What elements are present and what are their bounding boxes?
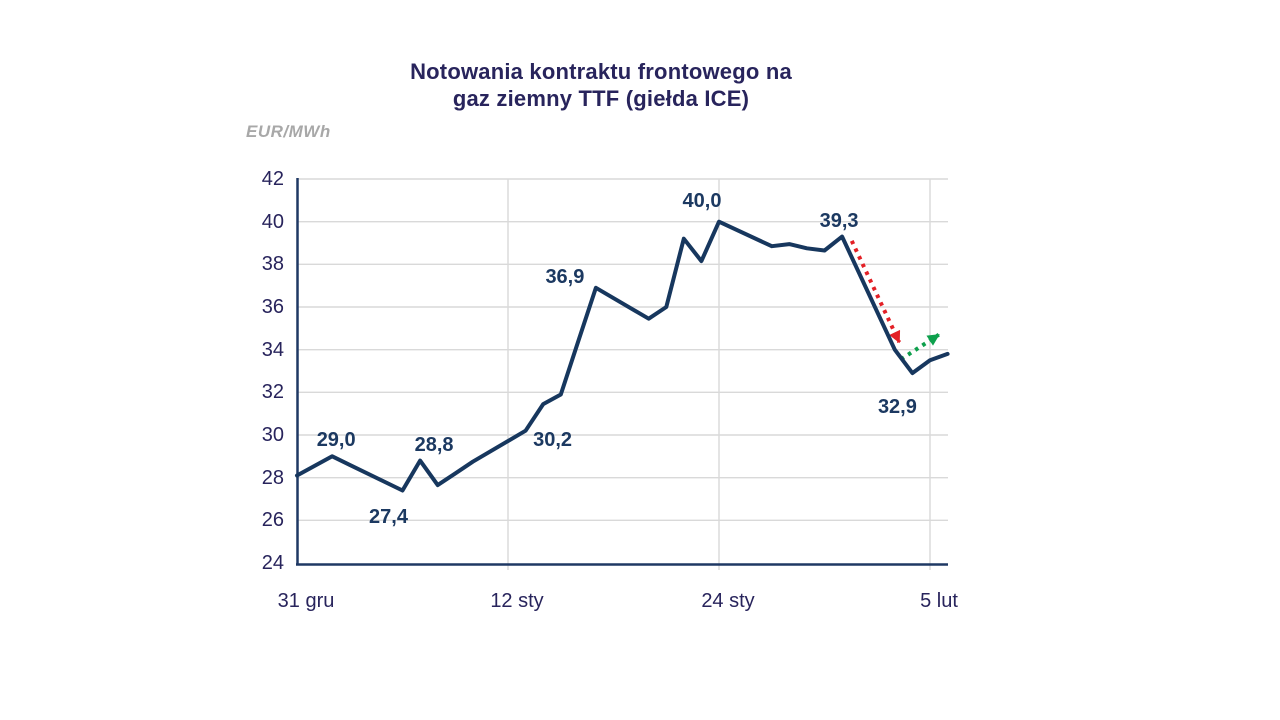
y-axis-tick-label: 30 — [261, 424, 284, 446]
y-axis-tick-label: 28 — [261, 466, 284, 489]
rebound-arrow — [899, 333, 940, 361]
data-point-label: 39,3 — [819, 209, 859, 232]
data-point-label: 36,9 — [545, 265, 585, 288]
data-point-label: 40,0 — [682, 189, 722, 212]
x-axis-tick-label: 24 sty — [701, 590, 755, 612]
x-axis-tick-label: 12 sty — [490, 590, 544, 612]
x-axis-tick-label: 5 lut — [920, 590, 958, 612]
y-axis-tick-label: 42 — [261, 168, 284, 190]
y-axis-tick-label: 24 — [261, 552, 284, 574]
data-point-label: 28,8 — [414, 433, 454, 456]
series-line-ttf-price — [295, 219, 950, 493]
chart-title: Notowania kontraktu frontowego na gaz zi… — [410, 59, 792, 111]
y-axis-tick-label: 40 — [261, 210, 284, 233]
data-point-label: 27,4 — [369, 506, 408, 529]
decline-arrow — [849, 240, 902, 344]
data-point-label: 32,9 — [877, 396, 917, 419]
data-point-label: 29,0 — [316, 429, 356, 452]
data-point-label: 30,2 — [533, 428, 573, 451]
y-axis-tick-label: 32 — [261, 381, 284, 404]
y-axis-tick-label: 34 — [261, 338, 284, 361]
x-axis-tick-label: 31 gru — [277, 590, 335, 612]
y-axis-tick-label: 36 — [261, 296, 284, 318]
y-axis-tick-label: 38 — [261, 253, 284, 276]
y-axis-unit-label: EUR/MWh — [246, 122, 331, 141]
y-axis-tick-label: 26 — [261, 509, 284, 532]
